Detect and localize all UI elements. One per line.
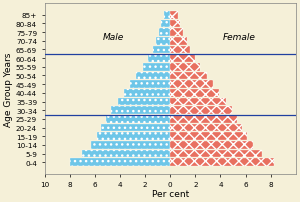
Bar bbox=[161, 20, 170, 28]
Text: Male: Male bbox=[103, 33, 124, 42]
Bar bbox=[106, 116, 170, 123]
Bar bbox=[111, 107, 170, 114]
Bar bbox=[170, 46, 190, 54]
Bar bbox=[170, 20, 180, 28]
Bar bbox=[157, 38, 170, 45]
Bar bbox=[170, 116, 237, 123]
Bar bbox=[170, 55, 195, 63]
Bar bbox=[170, 150, 262, 158]
Bar bbox=[170, 141, 253, 149]
Bar bbox=[142, 64, 170, 71]
Bar bbox=[170, 89, 219, 97]
Y-axis label: Age Group Years: Age Group Years bbox=[4, 52, 13, 126]
Bar bbox=[124, 89, 170, 97]
Bar bbox=[170, 81, 213, 88]
Bar bbox=[101, 124, 170, 132]
Bar bbox=[130, 81, 170, 88]
Bar bbox=[98, 133, 170, 140]
Bar bbox=[164, 12, 170, 19]
Bar bbox=[170, 38, 187, 45]
X-axis label: Per cent: Per cent bbox=[152, 189, 189, 198]
Bar bbox=[170, 12, 178, 19]
Bar bbox=[91, 141, 170, 149]
Bar bbox=[153, 46, 170, 54]
Bar bbox=[82, 150, 170, 158]
Bar bbox=[170, 72, 207, 80]
Text: Female: Female bbox=[223, 33, 256, 42]
Bar bbox=[170, 133, 247, 140]
Bar bbox=[170, 107, 232, 114]
Bar bbox=[118, 98, 170, 106]
Bar bbox=[70, 159, 170, 166]
Bar bbox=[170, 159, 274, 166]
Bar bbox=[170, 98, 226, 106]
Bar bbox=[136, 72, 170, 80]
Bar bbox=[170, 124, 242, 132]
Bar bbox=[148, 55, 170, 63]
Bar bbox=[170, 64, 200, 71]
Bar bbox=[170, 29, 183, 37]
Bar bbox=[159, 29, 170, 37]
